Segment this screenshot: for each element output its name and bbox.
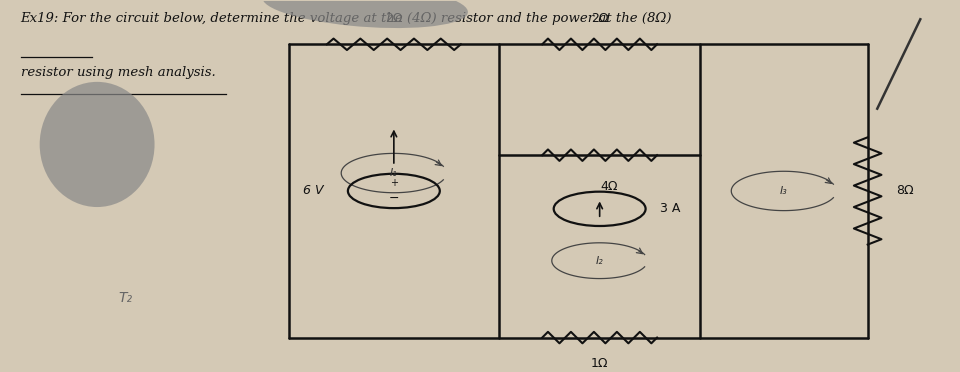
Text: 6 V: 6 V <box>303 185 324 198</box>
Text: 1Ω: 1Ω <box>591 357 609 370</box>
Text: 2Ω: 2Ω <box>385 12 402 25</box>
Text: 2Ω: 2Ω <box>591 12 609 25</box>
Text: I₃: I₃ <box>780 186 788 196</box>
Text: Ex19: For the circuit below, determine the voltage at the (4Ω) resistor and the : Ex19: For the circuit below, determine t… <box>20 12 672 25</box>
Ellipse shape <box>262 0 468 28</box>
Ellipse shape <box>39 82 155 207</box>
Text: I₁: I₁ <box>390 168 397 178</box>
Text: +: + <box>390 178 397 188</box>
Text: 4Ω: 4Ω <box>600 180 618 193</box>
Text: I₂: I₂ <box>596 256 604 266</box>
Text: −: − <box>389 192 399 205</box>
Text: resistor using mesh analysis.: resistor using mesh analysis. <box>20 66 215 79</box>
Text: 3 A: 3 A <box>660 202 681 215</box>
Text: 8Ω: 8Ω <box>897 185 914 198</box>
Text: T₂: T₂ <box>119 291 132 305</box>
